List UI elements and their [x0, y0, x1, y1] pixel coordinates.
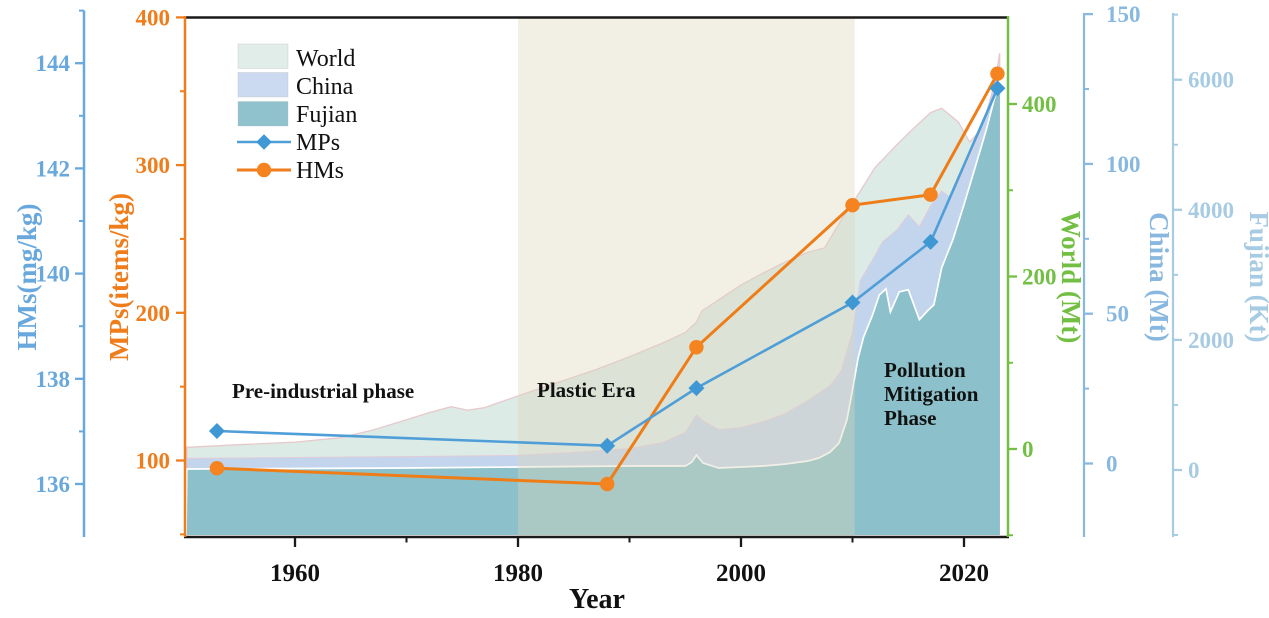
axis-tick-label: 50 [1106, 302, 1129, 327]
axis-tick-label: 0 [1106, 452, 1118, 477]
hms-data-point [923, 187, 938, 202]
annotation-pollution-line1: Pollution [884, 358, 966, 382]
axis-tick-label: 4000 [1188, 198, 1234, 223]
legend-label-fujian: Fujian [296, 102, 357, 128]
axis-tick-label: 1980 [493, 560, 543, 587]
legend-label-china: China [296, 74, 354, 100]
legend-label-mps: MPs [296, 130, 340, 156]
axis-tick-label: 2000 [1188, 328, 1234, 353]
plastic-era-band [518, 17, 855, 537]
hms-line-series [216, 72, 999, 486]
axis-tick-label: 142 [36, 156, 71, 181]
axis-tick-label: 100 [136, 449, 171, 474]
legend-label-hms: HMs [296, 158, 344, 184]
annotation-plastic-era: Plastic Era [537, 378, 636, 402]
legend-swatch-china [237, 72, 289, 98]
axis-tick-label: 6000 [1188, 68, 1234, 93]
mps-axis-title: MPs(items/kg) [104, 193, 134, 361]
mps-data-point [922, 233, 939, 250]
axis-tick-label: 0 [1022, 437, 1034, 462]
axis-tick-label: 136 [36, 472, 71, 497]
hms-data-point [209, 461, 225, 476]
x-axis-title: Year [569, 584, 625, 615]
hms-axis-title: HMs(mg/kg) [12, 204, 42, 351]
legend: World China Fujian MPs HMs [237, 43, 357, 184]
legend-diamond-icon [256, 134, 272, 150]
axis-tick-label: 200 [136, 301, 171, 326]
axis-tick-label: 144 [36, 51, 71, 76]
china-area-series [185, 64, 1001, 537]
mps-data-point [599, 437, 616, 454]
axis-tick-label: 150 [1106, 2, 1141, 27]
hms-data-point [600, 476, 615, 492]
axis-tick-label: 138 [36, 367, 71, 392]
legend-label-world: World [296, 46, 355, 72]
hms-data-point [845, 198, 860, 213]
mps-data-point [688, 380, 705, 397]
annotation-pre-industrial: Pre-industrial phase [232, 379, 414, 403]
mps-data-point [208, 422, 225, 439]
hms-data-markers [209, 66, 1005, 492]
hms-data-point [990, 66, 1005, 81]
world-axis-title: World (Mt) [1056, 211, 1086, 344]
mps-line-series [216, 87, 999, 448]
legend-swatch-world [237, 43, 289, 69]
mps-data-markers [208, 80, 1006, 454]
legend-circle-icon [256, 162, 272, 178]
axis-tick-label: 200 [1022, 265, 1057, 290]
fujian-axis-title: Fujian (Kt) [1244, 211, 1269, 342]
annotation-pollution-line3: Phase [884, 406, 937, 430]
china-axis-title: China (Mt) [1144, 212, 1174, 342]
axis-tick-label: 2020 [939, 560, 989, 587]
hms-data-point [689, 340, 704, 355]
legend-swatch-fujian [237, 101, 289, 127]
annotation-pollution-line2: Mitigation [884, 382, 979, 406]
axis-tick-label: 400 [1022, 92, 1057, 117]
axis-tick-label: 140 [36, 262, 71, 287]
axis-tick-label: 2000 [716, 560, 766, 587]
axis-tick-label: 0 [1188, 458, 1200, 483]
axis-ticks: 1361381401421441002003004000200400050100… [36, 2, 1235, 587]
mps-data-point [989, 80, 1006, 97]
mps-data-point [844, 294, 861, 311]
axis-tick-label: 300 [136, 153, 171, 178]
axis-tick-label: 400 [136, 5, 171, 30]
axis-tick-label: 100 [1106, 152, 1141, 177]
axis-tick-label: 1960 [270, 560, 320, 587]
fujian-area-series [185, 77, 1002, 537]
